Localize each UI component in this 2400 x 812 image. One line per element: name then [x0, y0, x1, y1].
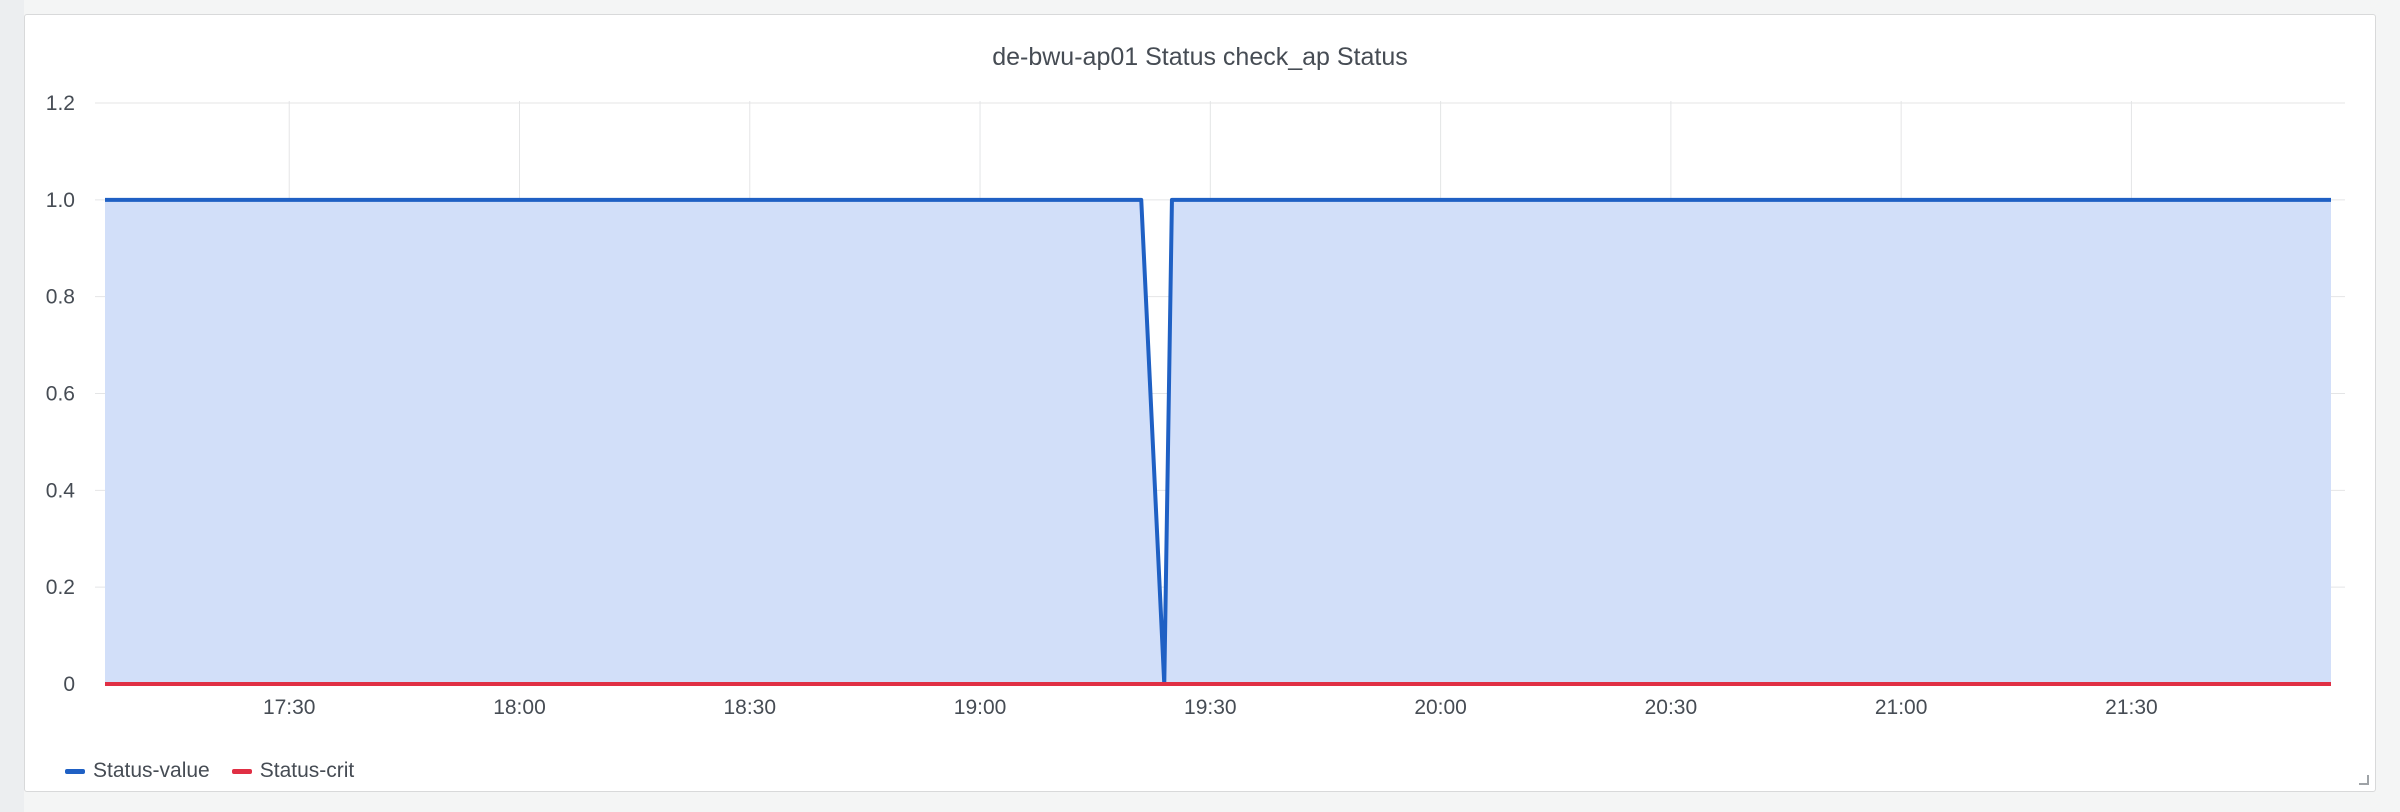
legend-item-status-value[interactable]: Status-value	[65, 759, 210, 783]
x-tick-label: 18:00	[493, 696, 546, 719]
y-axis-ticks: 0 0.2 0.4 0.6 0.8 1.0 1.2	[46, 92, 76, 696]
legend-label-status-value: Status-value	[93, 759, 210, 782]
x-tick-label: 18:30	[723, 696, 776, 719]
y-tick-label: 1.0	[46, 189, 75, 212]
panel-title[interactable]: de-bwu-ap01 Status check_ap Status	[992, 43, 1408, 71]
x-tick-label: 19:00	[954, 696, 1007, 719]
y-tick-label: 0.4	[46, 479, 76, 502]
chart-svg: 0 0.2 0.4 0.6 0.8 1.0 1.2 17:30 18:00 18:30 19:00…	[46, 92, 2345, 719]
x-tick-label: 21:30	[2105, 696, 2158, 719]
x-tick-label: 20:00	[1414, 696, 1467, 719]
legend-label-status-crit: Status-crit	[259, 759, 355, 782]
x-tick-label: 17:30	[263, 696, 316, 719]
page-left-edge	[0, 0, 24, 812]
y-tick-label: 0.8	[46, 286, 75, 309]
panel-resize-handle[interactable]	[2359, 775, 2369, 785]
x-tick-label: 20:30	[1645, 696, 1698, 719]
y-tick-label: 0	[63, 673, 75, 696]
graph-panel: de-bwu-ap01 Status check_ap Status 0 0.2 0…	[24, 14, 2376, 792]
x-axis-ticks: 17:30 18:00 18:30 19:00 19:30 20:00 20:30 21:00…	[263, 696, 2158, 719]
legend-swatch-status-crit	[231, 768, 252, 774]
y-tick-label: 1.2	[46, 92, 75, 115]
series-layer	[105, 197, 2331, 686]
legend-swatch-status-value	[65, 768, 85, 774]
legend-item-status-crit[interactable]: Status-crit	[231, 759, 355, 783]
y-tick-label: 0.6	[46, 383, 75, 406]
y-tick-label: 0.2	[46, 576, 75, 599]
legend: Status-value Status-crit	[65, 759, 354, 783]
x-tick-label: 21:00	[1875, 696, 1928, 719]
x-tick-label: 19:30	[1184, 696, 1237, 719]
area-status-value	[105, 199, 2331, 685]
